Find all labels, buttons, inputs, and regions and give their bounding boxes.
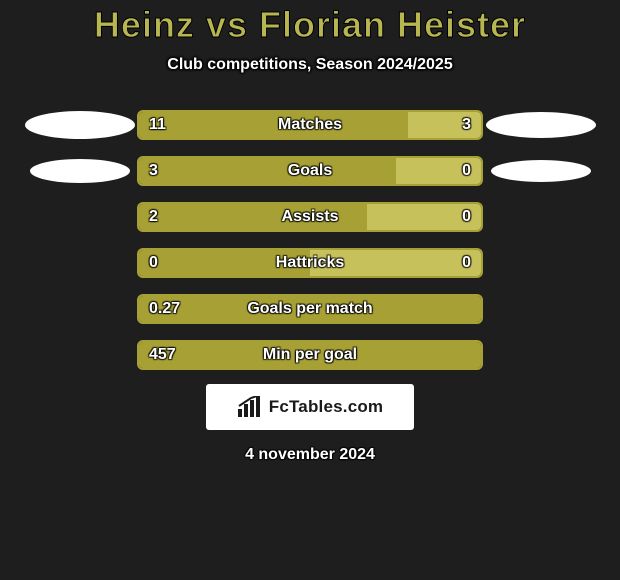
avatar-slot-right (483, 202, 598, 232)
avatar-slot-right (483, 156, 598, 186)
stat-bar-left (139, 112, 408, 138)
stat-bar: 0.27 Goals per match (137, 294, 483, 324)
stat-label: Goals (288, 162, 332, 180)
page-title: Heinz vs Florian Heister (94, 4, 526, 46)
avatar-slot-right (483, 110, 598, 140)
avatar-slot-left (22, 294, 137, 324)
brand-text: FcTables.com (269, 397, 384, 417)
avatar-slot-right (483, 340, 598, 370)
comparison-page: Heinz vs Florian Heister Club competitio… (0, 0, 620, 580)
stat-value-right: 0 (462, 162, 471, 180)
stat-row: 0 0 Hattricks (0, 248, 620, 278)
player-avatar-right (486, 112, 596, 138)
avatar-slot-left (22, 110, 137, 140)
stat-label: Goals per match (247, 300, 372, 318)
stat-bar: 0 0 Hattricks (137, 248, 483, 278)
stat-bar: 3 0 Goals (137, 156, 483, 186)
stat-value-right: 0 (462, 254, 471, 272)
stat-bar-left (139, 158, 396, 184)
brand-badge: FcTables.com (206, 384, 414, 430)
stat-label: Matches (278, 116, 342, 134)
stat-bar: 11 3 Matches (137, 110, 483, 140)
stat-label: Min per goal (263, 346, 357, 364)
avatar-slot-right (483, 248, 598, 278)
stat-bar: 2 0 Assists (137, 202, 483, 232)
stat-value-left: 0 (149, 254, 158, 272)
brand-chart-icon (237, 396, 263, 418)
stat-row: 0.27 Goals per match (0, 294, 620, 324)
avatar-slot-left (22, 340, 137, 370)
stat-row: 457 Min per goal (0, 340, 620, 370)
stat-value-left: 3 (149, 162, 158, 180)
stat-value-right: 3 (462, 116, 471, 134)
stat-value-left: 457 (149, 346, 176, 364)
player-avatar-left (25, 111, 135, 139)
stat-rows: 11 3 Matches 3 0 Goals 2 0 Assists 0 0 Hattricks 0.2… (0, 110, 620, 370)
stat-label: Assists (282, 208, 339, 226)
avatar-slot-left (22, 248, 137, 278)
stat-value-left: 11 (149, 116, 166, 134)
avatar-slot-left (22, 202, 137, 232)
stat-row: 3 0 Goals (0, 156, 620, 186)
player-avatar-right (491, 160, 591, 182)
avatar-slot-right (483, 294, 598, 324)
player-avatar-left (30, 159, 130, 183)
stat-value-right: 0 (462, 208, 471, 226)
stat-row: 2 0 Assists (0, 202, 620, 232)
date-label: 4 november 2024 (245, 446, 375, 464)
stat-value-left: 0.27 (149, 300, 180, 318)
stat-label: Hattricks (276, 254, 344, 272)
stat-value-left: 2 (149, 208, 158, 226)
page-subtitle: Club competitions, Season 2024/2025 (167, 56, 452, 74)
stat-row: 11 3 Matches (0, 110, 620, 140)
avatar-slot-left (22, 156, 137, 186)
stat-bar: 457 Min per goal (137, 340, 483, 370)
